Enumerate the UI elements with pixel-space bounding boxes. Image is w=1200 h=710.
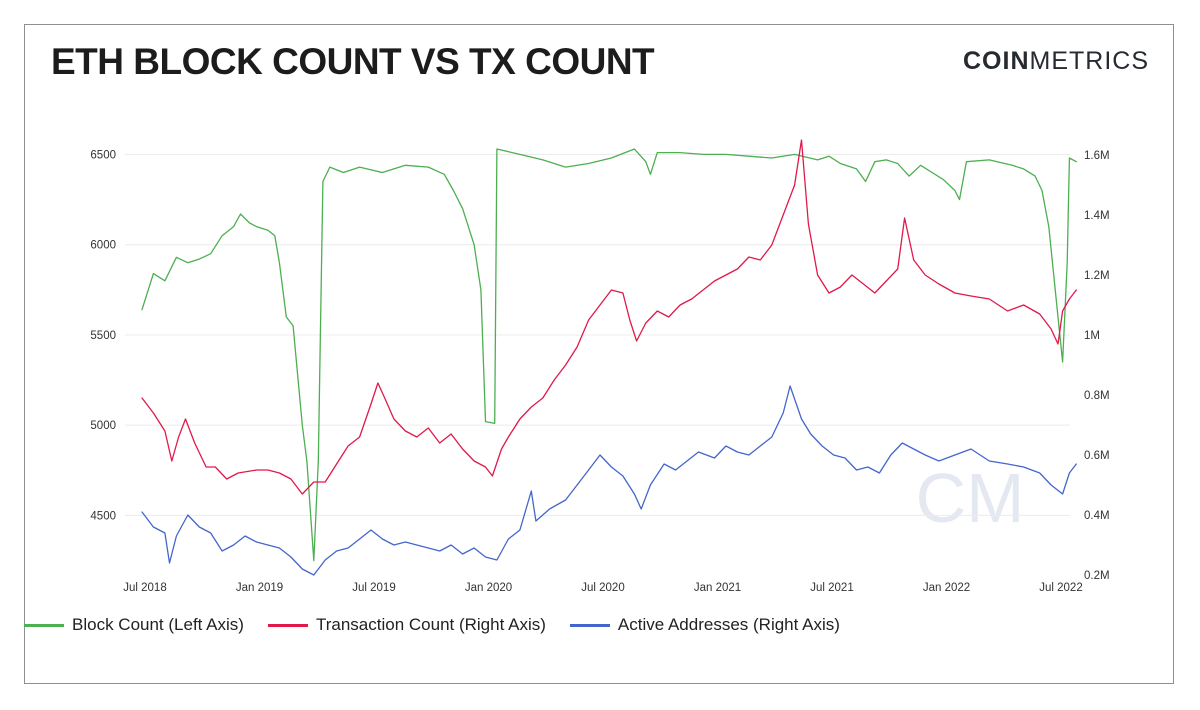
x-tick-label: Jul 2019: [352, 582, 395, 594]
legend-swatch-active: [569, 623, 610, 627]
x-tick-label: Jul 2018: [123, 582, 166, 594]
x-tick-label: Jan 2022: [923, 582, 970, 594]
series-line-active-addresses: [141, 385, 1077, 576]
legend-item-block[interactable]: Block Count (Left Axis): [24, 615, 244, 635]
y-right-tick-label: 0.2M: [1084, 570, 1110, 582]
y-left-tick-label: 5000: [90, 420, 116, 432]
y-right-tick-label: 1.6M: [1084, 150, 1110, 162]
y-right-tick-label: 1.4M: [1084, 210, 1110, 222]
legend-swatch-block: [24, 623, 64, 627]
y-right-tick-label: 0.8M: [1084, 390, 1110, 402]
x-tick-label: Jul 2020: [581, 582, 624, 594]
x-tick-label: Jul 2021: [810, 582, 853, 594]
y-left-tick-label: 4500: [90, 510, 116, 522]
legend-label-block: Block Count (Left Axis): [72, 615, 244, 634]
watermark-logo: CM: [916, 459, 1025, 537]
x-tick-label: Jan 2019: [236, 582, 283, 594]
y-right-tick-label: 0.6M: [1084, 450, 1110, 462]
y-left-tick-label: 6000: [90, 240, 116, 252]
x-tick-label: Jul 2022: [1039, 582, 1082, 594]
y-left-tick-label: 5500: [90, 330, 116, 342]
brand-light: METRICS: [1029, 47, 1149, 75]
chart-frame: ETH BLOCK COUNT VS TX COUNT COINMETRICS: [24, 24, 1174, 684]
legend-swatch-tx: [267, 623, 308, 627]
legend: Block Count (Left Axis) Transaction Coun…: [24, 615, 840, 635]
x-tick-label: Jan 2020: [465, 582, 512, 594]
x-tick-label: Jan 2021: [694, 582, 741, 594]
series-line-block-count: [141, 148, 1077, 562]
legend-label-tx: Transaction Count (Right Axis): [315, 615, 546, 634]
legend-item-tx[interactable]: Transaction Count (Right Axis): [267, 615, 546, 635]
y-right-tick-label: 1M: [1084, 330, 1100, 342]
page-title: ETH BLOCK COUNT VS TX COUNT: [51, 41, 655, 82]
y-right-tick-label: 1.2M: [1084, 270, 1110, 282]
y-left-tick-label: 6500: [90, 149, 116, 161]
legend-item-active[interactable]: Active Addresses (Right Axis): [569, 615, 840, 635]
series-line-transaction-count: [141, 139, 1077, 495]
brand-bold: COIN: [963, 47, 1030, 75]
brand-logo: COINMETRICS: [963, 47, 1149, 76]
y-right-tick-label: 0.4M: [1084, 510, 1110, 522]
legend-label-active: Active Addresses (Right Axis): [617, 615, 840, 634]
